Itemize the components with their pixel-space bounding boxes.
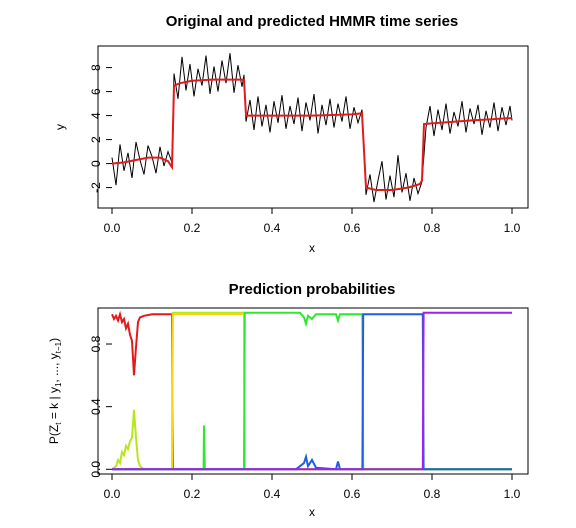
original-series-line	[111, 53, 513, 203]
bottom-x-tick-label: 0.4	[264, 487, 281, 501]
top-x-tick-label: 0.0	[104, 221, 121, 235]
top-plot-frame	[97, 45, 529, 209]
probability-line-4	[112, 311, 512, 471]
top-x-tick-label: 0.4	[264, 221, 281, 235]
probability-line-3	[112, 313, 512, 471]
bottom-x-axis: 0.0 0.2 0.4 0.6 0.8 1.0	[104, 474, 521, 501]
bottom-y-tick-label: 0.4	[89, 398, 103, 415]
top-chart: Original and predicted HMMR time series …	[53, 13, 529, 255]
probability-lines	[111, 310, 512, 471]
top-y-axis-label: y	[53, 124, 67, 130]
bottom-x-tick-label: 0.6	[344, 487, 361, 501]
top-y-tick-label: 0	[89, 160, 103, 167]
bottom-x-tick-label: 1.0	[504, 487, 521, 501]
bottom-y-tick-label: 0.0	[89, 461, 103, 478]
top-y-tick-label: 4	[89, 112, 103, 119]
bottom-x-tick-label: 0.0	[104, 487, 121, 501]
top-x-tick-label: 0.8	[424, 221, 441, 235]
bottom-chart: Prediction probabilities 0.0 0.2 0.4 0.6 0.8…	[47, 281, 529, 519]
bottom-y-axis: 0.0 0.4 0.8	[89, 335, 112, 478]
top-y-tick-label: 8	[89, 64, 103, 71]
bottom-x-axis-label: x	[309, 505, 315, 519]
predicted-series-line	[111, 78, 513, 191]
top-x-axis: 0.0 0.2 0.4 0.6 0.8 1.0	[104, 208, 521, 235]
top-y-tick-label: -2	[89, 182, 103, 193]
bottom-x-tick-label: 0.8	[424, 487, 441, 501]
top-x-axis-label: x	[309, 241, 315, 255]
top-y-tick-label: 2	[89, 136, 103, 143]
top-chart-title: Original and predicted HMMR time series	[166, 13, 459, 30]
top-x-tick-label: 0.2	[184, 221, 201, 235]
bottom-plot-frame	[97, 307, 529, 475]
bottom-y-tick-label: 0.8	[89, 335, 103, 352]
top-y-tick-label: 6	[89, 88, 103, 95]
probability-line-6	[112, 311, 512, 471]
bottom-chart-title: Prediction probabilities	[229, 281, 396, 298]
top-y-axis: -2 0 2 4 6 8	[89, 64, 112, 193]
probability-line-1	[111, 310, 512, 471]
top-x-tick-label: 0.6	[344, 221, 361, 235]
top-x-tick-label: 1.0	[504, 221, 521, 235]
bottom-y-axis-label: P(Zt = k | y1, ..., yt−1)	[47, 338, 63, 444]
bottom-x-tick-label: 0.2	[184, 487, 201, 501]
